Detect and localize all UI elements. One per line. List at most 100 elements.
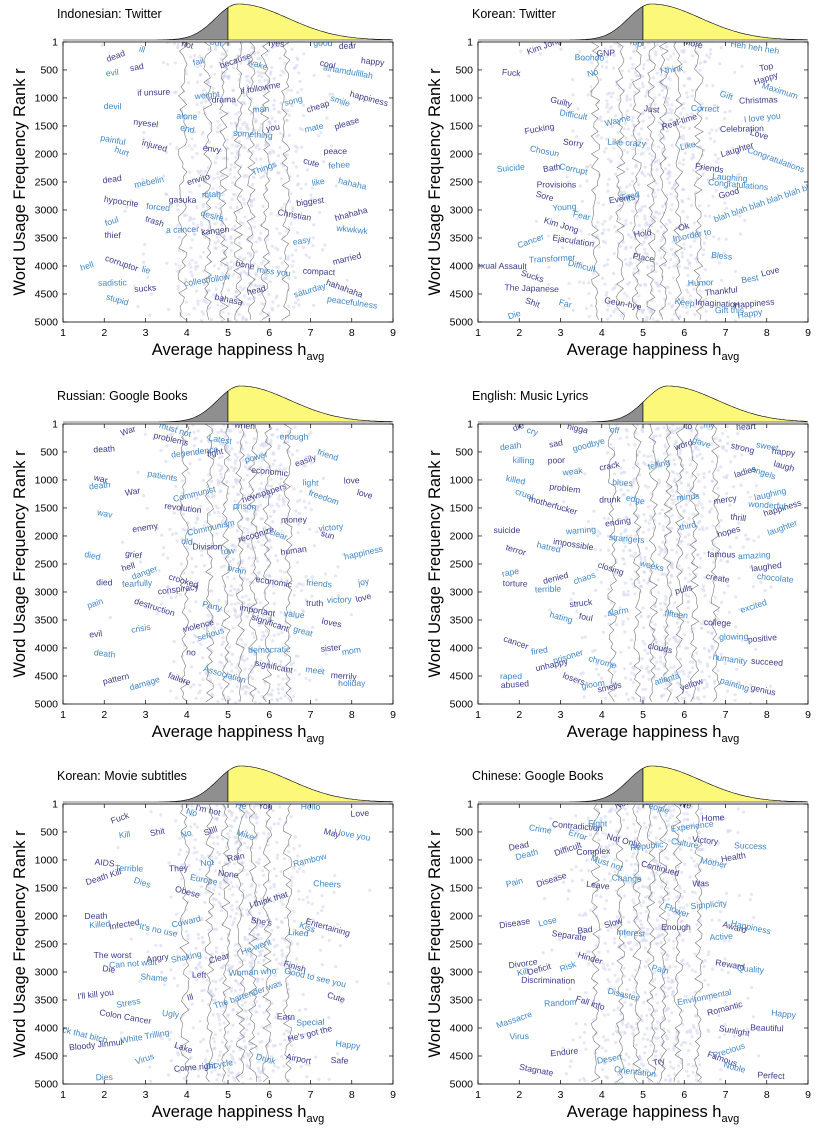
word-label: evil [89, 628, 103, 639]
scatter-point [641, 1037, 645, 1041]
scatter-point [640, 1014, 644, 1018]
word-label: death [93, 443, 115, 454]
scatter-point [143, 242, 147, 247]
scatter-point [642, 513, 646, 517]
scatter-point [285, 894, 289, 898]
word-label: love [356, 487, 374, 501]
scatter-point [238, 988, 242, 992]
scatter-point [261, 488, 266, 492]
word-label: edge [625, 493, 646, 507]
scatter-point [627, 233, 631, 237]
scatter-point [645, 221, 649, 225]
scatter-point [600, 119, 604, 123]
word-label: sister [320, 642, 341, 654]
scatter-point [265, 142, 269, 146]
word-label: thrill [730, 511, 747, 523]
scatter-point [720, 865, 724, 870]
scatter-point [297, 932, 301, 936]
scatter-point [216, 172, 220, 176]
word-label: painting [719, 675, 751, 693]
scatter-point [185, 116, 189, 120]
scatter-point [287, 276, 291, 280]
scatter-point [262, 831, 266, 835]
scatter-point [269, 484, 273, 488]
scatter-point [288, 699, 292, 703]
scatter-point [629, 863, 633, 867]
scatter-point [681, 210, 685, 214]
scatter-point [619, 314, 624, 318]
scatter-point [686, 484, 690, 488]
scatter-point [691, 88, 695, 92]
scatter-point [689, 848, 693, 852]
scatter-point [199, 449, 203, 453]
scatter-point [312, 973, 316, 977]
scatter-point [157, 569, 161, 573]
scatter-point [637, 183, 641, 187]
scatter-point [176, 223, 180, 227]
scatter-point [696, 862, 700, 867]
scatter-point [228, 973, 232, 977]
scatter-point [292, 270, 296, 274]
scatter-point [642, 46, 647, 50]
scatter-point [769, 684, 773, 688]
scatter-point [640, 205, 644, 209]
scatter-point [562, 306, 566, 310]
scatter-point [682, 48, 686, 52]
scatter-point [606, 317, 610, 321]
scatter-point [328, 92, 332, 96]
scatter-point [694, 301, 698, 305]
scatter-point [731, 683, 735, 687]
scatter-point [693, 990, 697, 994]
scatter-point [666, 484, 670, 488]
scatter-point [220, 464, 224, 468]
scatter-point [258, 804, 262, 807]
scatter-point [599, 817, 603, 821]
scatter-point [259, 312, 263, 316]
scatter-point [294, 149, 298, 153]
scatter-point [321, 476, 325, 480]
scatter-point [264, 993, 268, 997]
scatter-point [216, 622, 220, 626]
y-tick-label: 3500 [450, 232, 474, 244]
word-label: death [93, 647, 116, 660]
scatter-point [281, 488, 285, 493]
scatter-point [683, 143, 687, 147]
scatter-point [683, 576, 687, 580]
scatter-point [655, 862, 660, 867]
scatter-point [643, 558, 647, 563]
scatter-point [683, 697, 687, 701]
scatter-point [238, 430, 242, 434]
word-label: Tired [620, 189, 641, 203]
scatter-point [670, 513, 674, 518]
scatter-point [226, 575, 230, 579]
scatter-point [231, 885, 235, 889]
scatter-point [238, 47, 242, 52]
scatter-point [646, 670, 651, 674]
scatter-point [267, 653, 271, 658]
scatter-point [198, 961, 202, 965]
scatter-point [275, 1012, 279, 1016]
scatter-point [669, 55, 673, 59]
scatter-point [635, 464, 639, 468]
scatter-point [680, 959, 684, 964]
scatter-point [659, 256, 663, 260]
scatter-point [541, 951, 545, 955]
word-label: Young [552, 201, 577, 213]
quantile-line [693, 804, 703, 1082]
scatter-point [685, 311, 689, 315]
word-label: truth [306, 598, 324, 609]
scatter-point [259, 1053, 263, 1057]
scatter-point [272, 103, 276, 107]
scatter-point [719, 518, 723, 523]
scatter-point [707, 131, 712, 135]
word-label: bone [235, 258, 256, 272]
scatter-point [272, 602, 276, 606]
scatter-point [305, 931, 309, 935]
scatter-point [688, 836, 692, 840]
scatter-point [669, 506, 673, 510]
word-label: Dies [96, 1072, 113, 1082]
scatter-point [647, 677, 651, 682]
scatter-point [648, 885, 652, 889]
scatter-point [723, 957, 727, 961]
scatter-point [640, 1071, 644, 1075]
